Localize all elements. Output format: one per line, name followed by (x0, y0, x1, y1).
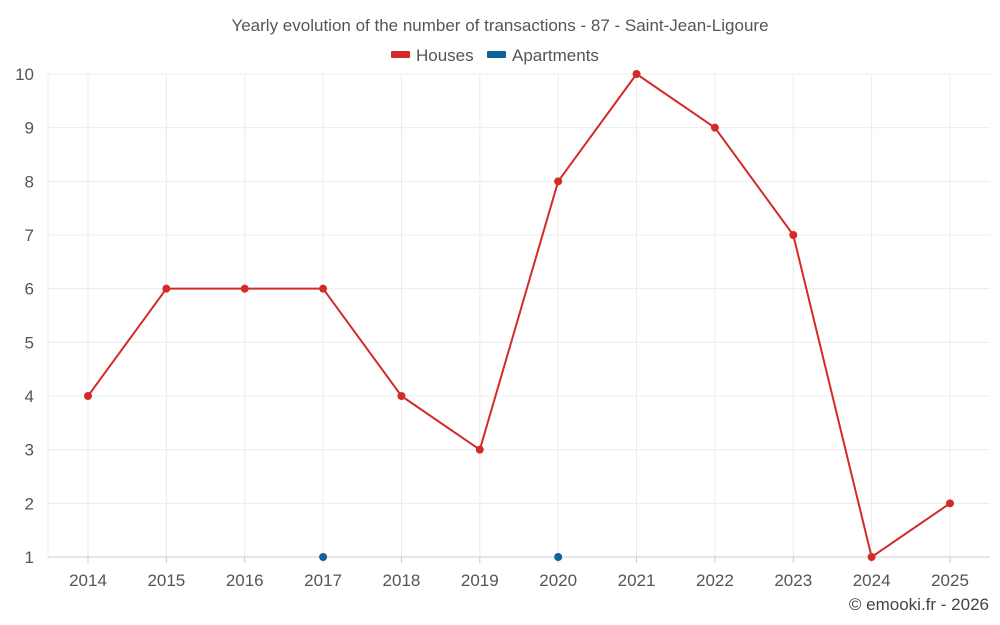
series-layer (84, 70, 954, 561)
data-point-houses[interactable] (319, 284, 328, 293)
legend-label-houses: Houses (416, 46, 474, 65)
legend-item-apartments[interactable]: Apartments (487, 46, 599, 65)
legend-label-apartments: Apartments (512, 46, 599, 65)
y-tick-label: 6 (25, 280, 34, 299)
data-point-houses[interactable] (554, 177, 563, 186)
data-point-houses[interactable] (162, 284, 171, 293)
data-point-apartments[interactable] (554, 553, 563, 561)
data-point-houses[interactable] (397, 392, 406, 400)
series-apartments (319, 553, 563, 561)
x-tick-label: 2024 (853, 571, 891, 590)
data-point-houses[interactable] (84, 392, 92, 400)
data-point-houses[interactable] (946, 499, 954, 508)
x-axis: 2014 2015 2016 2017 2018 2019 2020 2021 2022 2023… (48, 556, 990, 590)
x-tick-label: 2017 (304, 571, 342, 590)
data-point-houses[interactable] (475, 445, 484, 454)
y-tick-label: 2 (25, 494, 34, 513)
x-tick-label: 2016 (226, 571, 264, 590)
chart-title: Yearly evolution of the number of transa… (231, 16, 768, 35)
y-tick-label: 8 (25, 172, 34, 191)
data-point-houses[interactable] (240, 284, 249, 293)
y-tick-label: 5 (25, 333, 34, 352)
x-tick-label: 2018 (383, 571, 421, 590)
x-tick-label: 2025 (931, 571, 969, 590)
series-houses (84, 70, 954, 561)
legend: Houses Apartments (391, 46, 599, 65)
x-tick-label: 2023 (774, 571, 812, 590)
y-tick-label: 9 (25, 119, 34, 138)
x-tick-label: 2021 (618, 571, 656, 590)
x-tick-label: 2020 (539, 571, 577, 590)
data-point-houses[interactable] (632, 70, 641, 78)
x-tick-label: 2014 (69, 571, 107, 590)
y-tick-label: 4 (25, 387, 34, 406)
y-tick-label: 7 (25, 226, 34, 245)
y-tick-label: 1 (25, 548, 34, 567)
data-point-houses[interactable] (789, 231, 798, 239)
data-point-houses[interactable] (710, 123, 719, 132)
y-tick-label: 10 (15, 65, 34, 84)
y-axis: 1 2 3 4 5 6 7 8 9 10 (15, 65, 34, 567)
legend-swatch-apartments (487, 51, 506, 58)
y-tick-label: 3 (25, 441, 34, 460)
grid (47, 73, 990, 557)
credit-text: © emooki.fr - 2026 (849, 595, 989, 614)
x-tick-label: 2019 (461, 571, 499, 590)
legend-item-houses[interactable]: Houses (391, 46, 474, 65)
series-line-houses (87, 73, 951, 558)
x-tick-label: 2015 (147, 571, 185, 590)
data-point-apartments[interactable] (319, 553, 328, 561)
data-point-houses[interactable] (867, 553, 876, 561)
legend-swatch-houses (391, 51, 410, 58)
x-tick-label: 2022 (696, 571, 734, 590)
